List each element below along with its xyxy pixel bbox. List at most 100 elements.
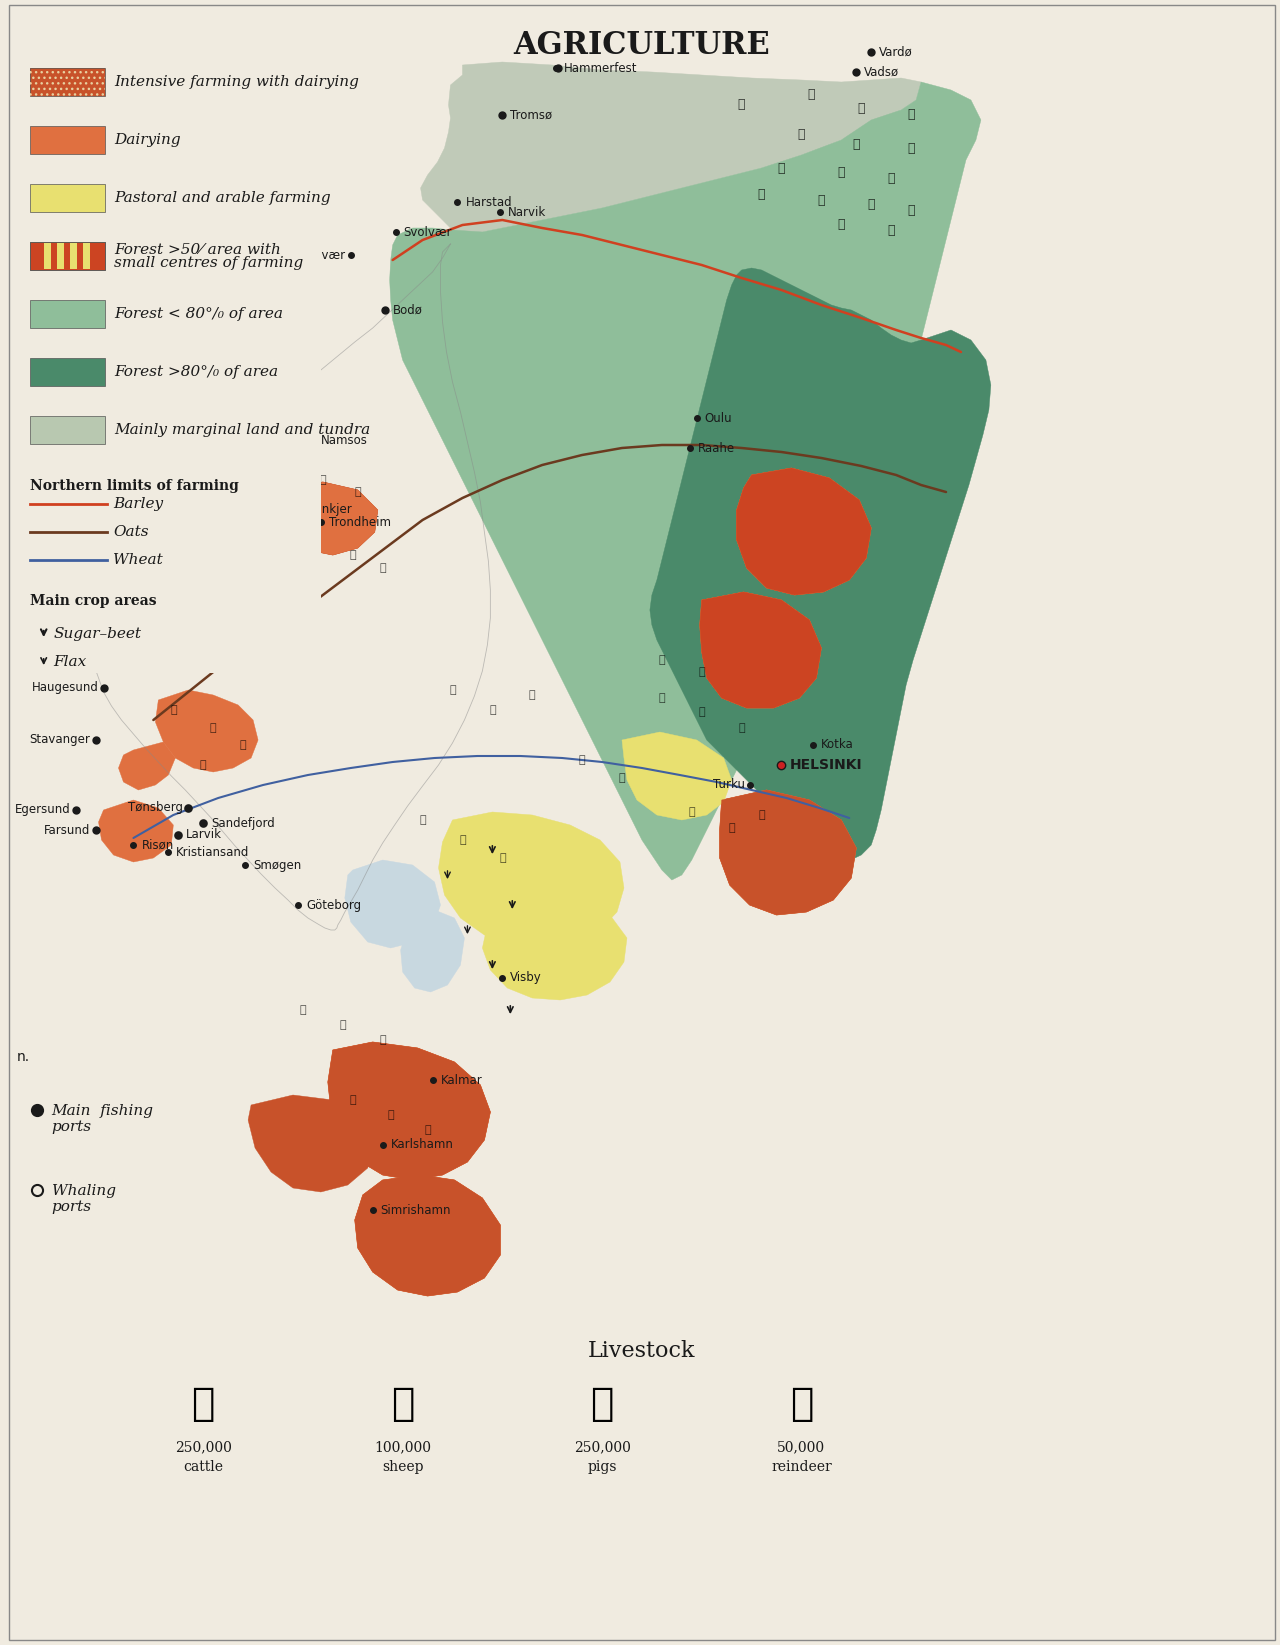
Text: Intensive farming with dairying: Intensive farming with dairying [114, 76, 360, 89]
Text: Forest >80°/₀ of area: Forest >80°/₀ of area [114, 365, 279, 378]
Bar [83, 243, 90, 270]
Polygon shape [401, 910, 465, 992]
Text: Vadsø: Vadsø [864, 66, 900, 79]
Bar [29, 242, 105, 270]
Text: 🐄: 🐄 [239, 740, 247, 750]
Text: 🐄: 🐄 [379, 563, 387, 572]
Text: 🐄: 🐄 [339, 1020, 346, 1030]
Text: HELSINKI: HELSINKI [790, 758, 863, 772]
Text: 🐄: 🐄 [579, 755, 585, 765]
Text: Kristiansund: Kristiansund [183, 492, 256, 505]
Text: 🦌: 🦌 [837, 166, 845, 179]
Polygon shape [700, 592, 822, 707]
Text: 🦌: 🦌 [908, 109, 915, 122]
Text: 🦌: 🦌 [887, 171, 895, 184]
Bar [44, 243, 51, 270]
Bar [56, 243, 64, 270]
Text: 🦌: 🦌 [818, 194, 826, 207]
Polygon shape [749, 415, 946, 739]
Text: n.: n. [17, 1050, 29, 1064]
Text: Stavanger: Stavanger [29, 734, 91, 747]
Text: 🐄: 🐄 [658, 693, 666, 702]
Text: 🦌: 🦌 [758, 189, 765, 201]
Text: 🐄: 🐄 [739, 724, 745, 734]
Text: Risøn: Risøn [141, 839, 174, 852]
Text: Harstad: Harstad [466, 196, 512, 209]
Text: 🐄: 🐄 [758, 809, 765, 819]
Text: Wheat: Wheat [114, 553, 164, 568]
Text: 🐄: 🐄 [170, 706, 177, 716]
Text: cattle: cattle [183, 1461, 223, 1474]
Text: 🐑: 🐑 [239, 610, 247, 620]
Text: 🐑: 🐑 [390, 1385, 415, 1423]
Text: Flax: Flax [54, 655, 87, 670]
Text: Trondheim: Trondheim [329, 515, 390, 528]
Text: Northern limits of farming: Northern limits of farming [29, 479, 238, 494]
Bar [29, 416, 105, 444]
Text: Kotka: Kotka [822, 739, 854, 752]
Text: Main  fishing: Main fishing [51, 1104, 154, 1119]
Text: 🐷: 🐷 [420, 814, 426, 826]
Text: 🐄: 🐄 [489, 706, 495, 716]
Bar [17, 53, 321, 673]
Bar [29, 184, 105, 212]
Polygon shape [155, 689, 259, 772]
Text: Steinkjer: Steinkjer [300, 503, 352, 517]
Text: 🐷: 🐷 [590, 1385, 613, 1423]
Bar [29, 67, 105, 95]
Polygon shape [99, 799, 173, 862]
Text: 250,000: 250,000 [573, 1439, 631, 1454]
Bar [37, 243, 44, 270]
Text: 🦌: 🦌 [868, 199, 876, 212]
Bar [29, 242, 105, 270]
Text: Göteborg: Göteborg [306, 898, 361, 911]
Text: ports: ports [51, 1199, 92, 1214]
Text: Barley: Barley [114, 497, 164, 512]
Text: 🐑: 🐑 [200, 595, 206, 605]
Text: 🐷: 🐷 [699, 666, 705, 678]
Text: Molde: Molde [259, 512, 293, 525]
Text: 🦌: 🦌 [778, 161, 785, 174]
Text: 🐄: 🐄 [449, 684, 456, 694]
Polygon shape [248, 1096, 375, 1193]
Text: 🐷: 🐷 [349, 1096, 356, 1105]
Bar [29, 359, 105, 387]
Text: Hammerfest: Hammerfest [564, 61, 637, 74]
Polygon shape [736, 467, 872, 595]
Text: Tromsø: Tromsø [511, 109, 553, 122]
Bar [29, 67, 105, 95]
Text: 🐄: 🐄 [310, 535, 316, 544]
Text: Raahe: Raahe [698, 441, 735, 454]
Polygon shape [355, 1175, 500, 1296]
Text: 🦌: 🦌 [858, 102, 865, 115]
Text: Simrishamn: Simrishamn [380, 1204, 451, 1217]
Text: Smøgen: Smøgen [253, 859, 301, 872]
Polygon shape [328, 1041, 490, 1179]
Text: Oulu: Oulu [705, 411, 732, 424]
Text: Henningsvær: Henningsvær [266, 248, 346, 262]
Text: 🐑: 🐑 [355, 487, 361, 497]
Text: 🦌: 🦌 [852, 138, 860, 151]
Text: Dairying: Dairying [114, 133, 180, 146]
Text: Forest >50⁄ area with: Forest >50⁄ area with [114, 242, 282, 257]
Polygon shape [344, 860, 440, 948]
Text: Mainly marginal land and tundra: Mainly marginal land and tundra [114, 423, 371, 438]
Polygon shape [278, 482, 378, 554]
Text: Bergen: Bergen [123, 632, 166, 645]
Text: 🦌: 🦌 [908, 141, 915, 155]
Bar [64, 243, 69, 270]
Text: 🐷: 🐷 [388, 1110, 394, 1120]
Text: Sandefjord: Sandefjord [211, 816, 275, 829]
Polygon shape [421, 63, 922, 235]
Text: Kristiansand: Kristiansand [177, 846, 250, 859]
Text: sheep: sheep [381, 1461, 424, 1474]
Bar [90, 243, 96, 270]
Bar [69, 243, 77, 270]
Text: 🐄: 🐄 [728, 822, 735, 832]
Text: Bodø: Bodø [393, 303, 422, 316]
Text: pigs: pigs [588, 1461, 617, 1474]
Text: 🐄: 🐄 [379, 1035, 387, 1045]
Text: Oats: Oats [114, 525, 150, 540]
Text: Whaling: Whaling [51, 1184, 115, 1198]
Text: Visby: Visby [511, 972, 541, 984]
